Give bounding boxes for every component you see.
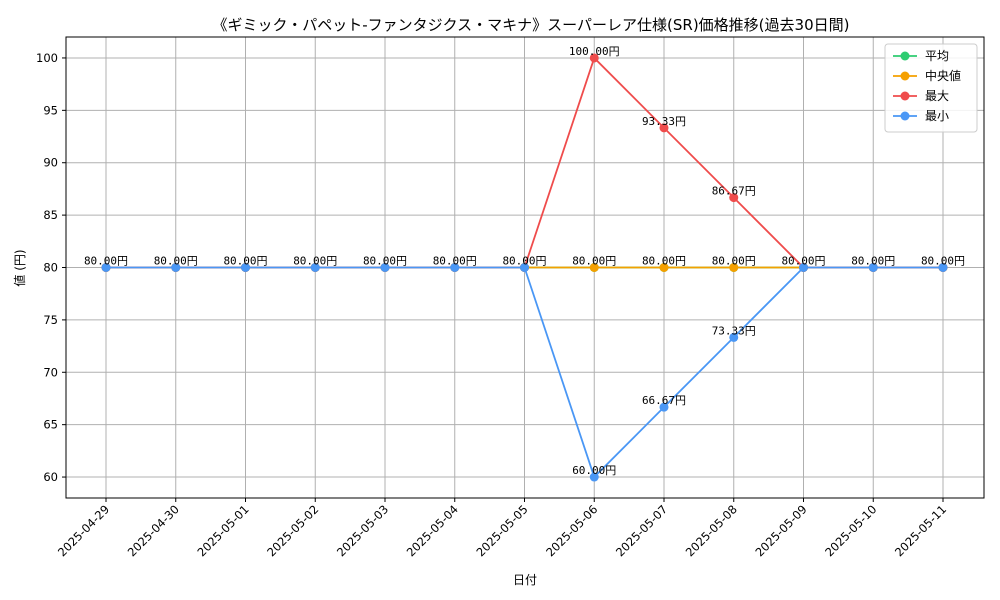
- x-tick-label: 2025-05-08: [683, 502, 740, 559]
- y-tick-label: 95: [43, 103, 58, 117]
- chart-title: 《ギミック・パペット-ファンタジクス・マキナ》スーパーレア仕様(SR)価格推移(…: [213, 16, 850, 34]
- data-point: [589, 53, 599, 63]
- x-tick-label: 2025-05-03: [334, 502, 391, 559]
- data-point: [310, 263, 320, 272]
- data-label: 80.00円: [293, 255, 337, 268]
- legend-marker: [900, 111, 910, 121]
- legend-box: [884, 43, 978, 133]
- data-label: 80.00円: [572, 255, 616, 268]
- y-tick-label: 85: [43, 208, 58, 222]
- data-point: [589, 263, 599, 272]
- data-label: 80.00円: [223, 255, 267, 268]
- x-tick-label: 2025-05-02: [264, 502, 321, 559]
- data-point: [659, 263, 669, 272]
- data-label: 80.00円: [363, 255, 407, 268]
- data-label-layer: 80.00円 80.00円 80.00円 80.00円 80.00円 80.00円 80.0…: [84, 45, 965, 477]
- y-tick-label: 65: [43, 418, 58, 432]
- y-axis-label: 値 (円): [12, 249, 27, 286]
- x-tick-label: 2025-05-04: [404, 502, 461, 559]
- x-tick-label: 2025-05-11: [892, 502, 949, 559]
- x-tick-label: 2025-05-10: [822, 502, 879, 559]
- y-tick-label: 80: [43, 261, 58, 275]
- data-point: [729, 332, 739, 342]
- legend-marker: [900, 71, 910, 81]
- x-tick-label: 2025-05-06: [543, 502, 600, 559]
- x-tick-label: 2025-05-01: [194, 502, 251, 559]
- data-point: [938, 263, 948, 272]
- data-point: [380, 263, 390, 272]
- data-point: [171, 263, 181, 272]
- x-tick-label: 2025-05-07: [613, 502, 670, 559]
- data-label: 80.00円: [502, 255, 546, 268]
- data-label: 60.00円: [572, 464, 616, 477]
- legend-label: 中央値: [925, 68, 961, 83]
- data-label: 86.67円: [712, 185, 756, 198]
- legend-marker: [900, 91, 910, 101]
- x-tick-label: 2025-05-09: [752, 502, 809, 559]
- data-label: 80.00円: [642, 255, 686, 268]
- legend-label: 平均: [925, 49, 949, 63]
- y-tick-label: 90: [43, 156, 58, 170]
- data-point: [729, 263, 739, 272]
- legend-label: 最大: [925, 89, 949, 103]
- data-point: [450, 263, 460, 272]
- y-tick-label: 75: [43, 313, 58, 327]
- data-point: [868, 263, 878, 272]
- y-tick-label: 70: [43, 365, 58, 379]
- data-label: 80.00円: [781, 255, 825, 268]
- data-label: 80.00円: [84, 255, 128, 268]
- x-axis-label: 日付: [513, 573, 537, 587]
- series-layer: [101, 53, 948, 482]
- legend-marker: [900, 51, 910, 61]
- data-point: [589, 472, 599, 482]
- x-tick-label: 2025-05-05: [473, 502, 530, 559]
- data-label: 93.33円: [642, 115, 686, 128]
- data-point: [101, 263, 111, 272]
- data-label: 80.00円: [154, 255, 198, 268]
- data-point: [729, 193, 739, 203]
- data-point: [659, 123, 669, 133]
- data-label: 73.33円: [712, 324, 756, 337]
- data-label: 80.00円: [921, 255, 965, 268]
- data-point: [520, 263, 529, 272]
- data-label: 66.67円: [642, 394, 686, 407]
- data-label: 80.00円: [851, 255, 895, 268]
- x-tick-label: 2025-04-29: [55, 502, 112, 559]
- data-label: 100.00円: [569, 45, 620, 58]
- data-point: [799, 263, 808, 272]
- y-tick-label: 60: [43, 470, 58, 484]
- legend-label: 最小: [925, 109, 949, 123]
- y-tick-label: 100: [36, 51, 58, 65]
- data-label: 80.00円: [712, 255, 756, 268]
- data-point: [659, 402, 669, 412]
- data-label: 80.00円: [433, 255, 477, 268]
- x-tick-label: 2025-04-30: [125, 502, 182, 559]
- data-point: [241, 263, 250, 272]
